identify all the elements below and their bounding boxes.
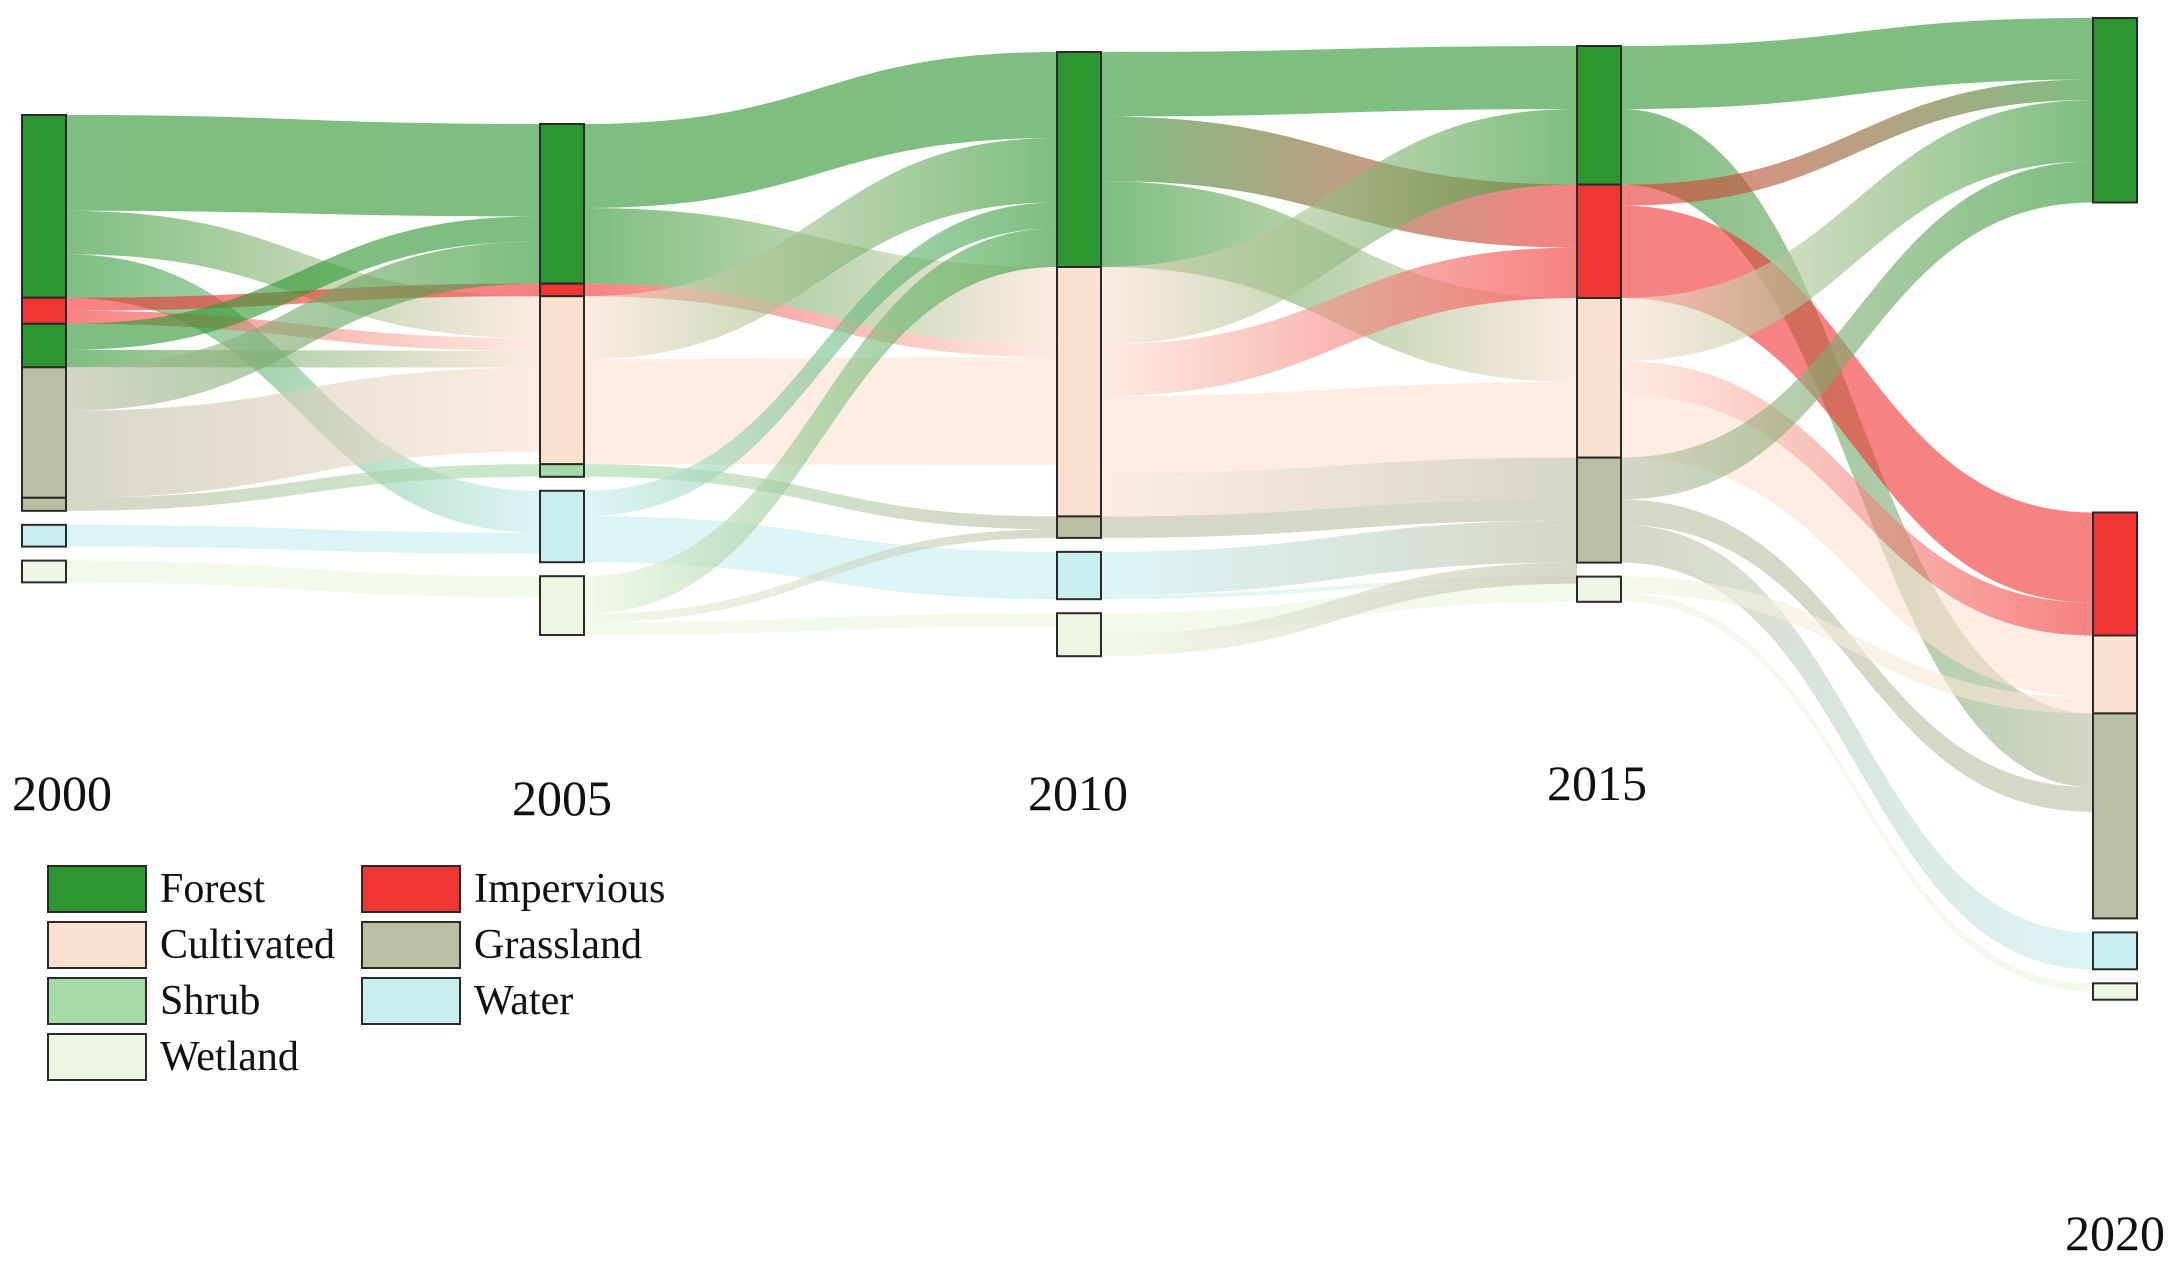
node-2000-forest-0	[21, 114, 67, 299]
flow-2010-forest-to-2015-forest	[1101, 46, 1577, 117]
flow-2010-grassland-to-2015-grassland	[1101, 499, 1577, 538]
node-2005-forest-0	[539, 123, 585, 285]
legend-item-forest: Forest	[47, 865, 265, 913]
legend-swatch-shrub	[47, 977, 147, 1025]
legend-label-wetland: Wetland	[160, 1034, 299, 1080]
node-2015-cultivated-2	[1576, 297, 1622, 459]
node-2020-impervious-1	[2092, 511, 2138, 637]
flow-2015-grassland-to-2020-grassland	[1621, 499, 2093, 812]
node-2000-forest-2	[21, 322, 67, 369]
flow-2015-wetland-to-2020-cultivated	[1621, 576, 2093, 714]
legend-swatch-wetland	[47, 1033, 147, 1081]
legend-swatch-forest	[47, 865, 147, 913]
legend-label-forest: Forest	[160, 866, 265, 912]
node-2015-forest-0	[1576, 45, 1622, 186]
node-2010-grassland-2	[1056, 515, 1102, 539]
year-labels: 2000 2005 2010 2015 2020	[12, 755, 2165, 1261]
flow-2000-grassland-to-2005-shrub	[66, 464, 540, 511]
year-label-2010: 2010	[1028, 765, 1128, 821]
flow-2005-wetland-to-2010-grassland	[584, 529, 1057, 623]
legend-item-cultivated: Cultivated	[47, 921, 335, 969]
legend-label-shrub: Shrub	[160, 978, 260, 1024]
node-2010-cultivated-1	[1056, 266, 1102, 518]
node-2000-impervious-1	[21, 296, 67, 325]
year-label-2015: 2015	[1547, 755, 1647, 811]
flow-2010-forest-to-2015-cultivated	[1101, 181, 1577, 382]
node-2015-grassland-3	[1576, 456, 1622, 564]
node-2000-water-5	[21, 523, 67, 548]
legend-swatch-water	[361, 977, 461, 1025]
node-2005-shrub-3	[539, 463, 585, 478]
legend-swatch-impervious	[361, 865, 461, 913]
flow-2000-wetland-to-2005-wetland	[66, 560, 540, 598]
node-2010-wetland-4	[1056, 612, 1102, 658]
flow-2005-forest-to-2010-forest	[584, 52, 1057, 208]
flow-2000-forest-to-2005-forest	[66, 115, 540, 217]
flow-2000-grassland-to-2005-forest	[66, 241, 540, 411]
flow-2015-cultivated-to-2020-impervious	[1621, 361, 2093, 636]
flow-2015-grassland-to-2020-forest	[1621, 161, 2093, 500]
node-2005-wetland-5	[539, 575, 585, 637]
legend-item-grassland: Grassland	[361, 921, 642, 969]
flow-2010-cultivated-to-2015-cultivated	[1101, 382, 1577, 474]
node-2020-water-4	[2092, 931, 2138, 971]
flow-2010-cultivated-to-2015-forest	[1101, 109, 1577, 345]
nodes-layer	[21, 17, 2138, 1001]
year-label-2020: 2020	[2065, 1205, 2165, 1261]
node-2000-grassland-3	[21, 366, 67, 499]
flow-2005-water-to-2010-water	[584, 516, 1057, 600]
legend-item-impervious: Impervious	[361, 865, 665, 913]
flow-2015-grassland-to-2020-water	[1621, 524, 2093, 970]
flow-2010-wetland-to-2015-grassland	[1101, 562, 1577, 657]
flows-layer	[66, 18, 2093, 992]
node-2020-wetland-5	[2092, 982, 2138, 1001]
node-2005-water-4	[539, 489, 585, 564]
flow-2000-water-to-2005-water	[66, 524, 540, 554]
flow-2015-cultivated-to-2020-cultivated	[1621, 394, 2093, 697]
node-2015-impervious-1	[1576, 183, 1622, 300]
flow-2005-water-to-2010-forest	[584, 202, 1057, 516]
flow-2010-forest-to-2015-impervious	[1101, 116, 1577, 248]
legend-swatch-cultivated	[47, 921, 147, 969]
legend-label-grassland: Grassland	[474, 922, 642, 968]
flow-2005-cultivated-to-2010-forest	[584, 138, 1057, 360]
year-label-2000: 2000	[12, 765, 112, 821]
flow-2005-wetland-to-2010-wetland	[584, 613, 1057, 635]
node-2005-impervious-1	[539, 282, 585, 298]
node-2000-wetland-6	[21, 559, 67, 584]
flow-2015-impervious-to-2020-forest	[1621, 79, 2093, 206]
flow-2000-forest-to-2005-forest	[66, 216, 540, 350]
flow-2010-cultivated-to-2015-grassland	[1101, 457, 1577, 517]
legend-label-impervious: Impervious	[474, 866, 665, 912]
legend: Forest Impervious Cultivated Grassland Shrub…	[47, 865, 665, 1081]
legend-item-water: Water	[361, 977, 573, 1025]
flow-2005-wetland-to-2010-forest	[584, 228, 1057, 615]
legend-label-water: Water	[474, 978, 573, 1024]
year-label-2005: 2005	[512, 770, 612, 826]
node-2010-water-3	[1056, 550, 1102, 601]
flow-2015-wetland-to-2020-wetland	[1621, 593, 2093, 992]
flow-2015-cultivated-to-2020-forest	[1621, 100, 2093, 361]
legend-item-shrub: Shrub	[47, 977, 260, 1025]
node-2010-forest-0	[1056, 51, 1102, 268]
node-2020-forest-0	[2092, 17, 2138, 204]
legend-swatch-grassland	[361, 921, 461, 969]
flow-2015-forest-to-2020-forest	[1621, 18, 2093, 109]
legend-label-cultivated: Cultivated	[160, 922, 335, 968]
node-2015-wetland-4	[1576, 575, 1622, 603]
node-2020-grassland-3	[2092, 712, 2138, 920]
node-2020-cultivated-2	[2092, 634, 2138, 715]
node-2005-cultivated-2	[539, 295, 585, 466]
flow-2010-cultivated-to-2015-impervious	[1101, 247, 1577, 396]
flow-2000-grassland-to-2005-cultivated	[66, 367, 540, 498]
node-2000-grassland-4	[21, 496, 67, 512]
legend-item-wetland: Wetland	[47, 1033, 299, 1081]
flow-2010-water-to-2015-grassland	[1101, 520, 1577, 595]
